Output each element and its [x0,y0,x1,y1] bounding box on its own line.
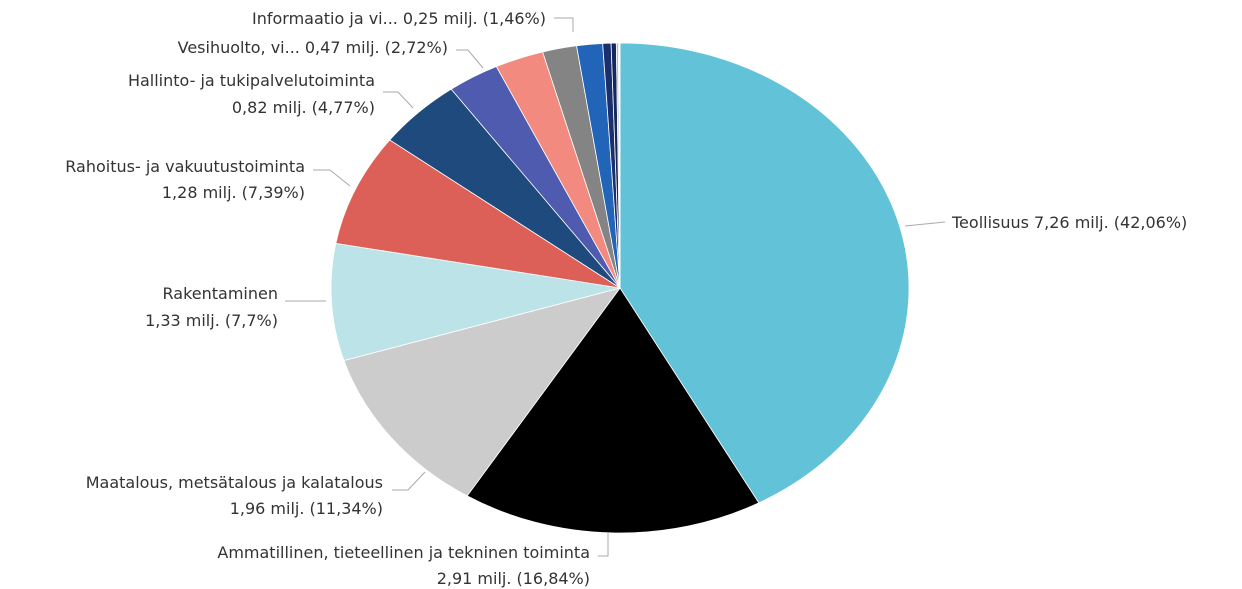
leader-line [456,49,484,69]
category-label: Rakentaminen [163,284,278,303]
leader-line [554,17,574,32]
category-label: Rahoitus- ja vakuutustoiminta [65,157,305,176]
value-label: 1,96 milj. (11,34%) [230,499,383,518]
value-label: 1,28 milj. (7,39%) [162,183,305,202]
category-label: Ammatillinen, tieteellinen ja tekninen t… [217,543,590,562]
value-label: 0,25 milj. (1,46%) [403,9,546,28]
pie [330,42,910,534]
labels: Teollisuus 7,26 milj. (42,06%) Ammatilline… [65,9,1187,588]
slice-label: Teollisuus 7,26 milj. (42,06%) [951,213,1187,232]
leader-line [383,91,414,109]
value-label: 0,47 milj. (2,72%) [305,38,448,57]
value-label: 0,82 milj. (4,77%) [232,98,375,117]
leader-line [313,169,351,187]
value-label: 1,33 milj. (7,7%) [145,311,278,330]
leader-line [392,471,426,491]
category-label: Vesihuolto, vi... [178,38,300,57]
value-label: 2,91 milj. (16,84%) [437,569,590,588]
slice-label: Vesihuolto, vi... 0,47 milj. (2,72%) [178,38,448,57]
pie-slice [335,139,621,289]
leader-lines [285,17,946,557]
pie-slice [330,242,621,362]
category-label: Teollisuus [951,213,1029,232]
leader-line [904,221,946,227]
pie-slice [619,42,621,289]
category-label: Maatalous, metsätalous ja kalatalous [86,473,383,492]
pie-slice [619,42,910,504]
category-label: Hallinto- ja tukipalvelutoiminta [128,71,375,90]
leader-line [598,533,609,557]
value-label: 7,26 milj. (42,06%) [1034,213,1187,232]
category-label: Informaatio ja vi... [252,9,398,28]
pie-slice [466,287,760,534]
slice-label: Informaatio ja vi... 0,25 milj. (1,46%) [252,9,546,28]
pie-slice [343,287,621,497]
